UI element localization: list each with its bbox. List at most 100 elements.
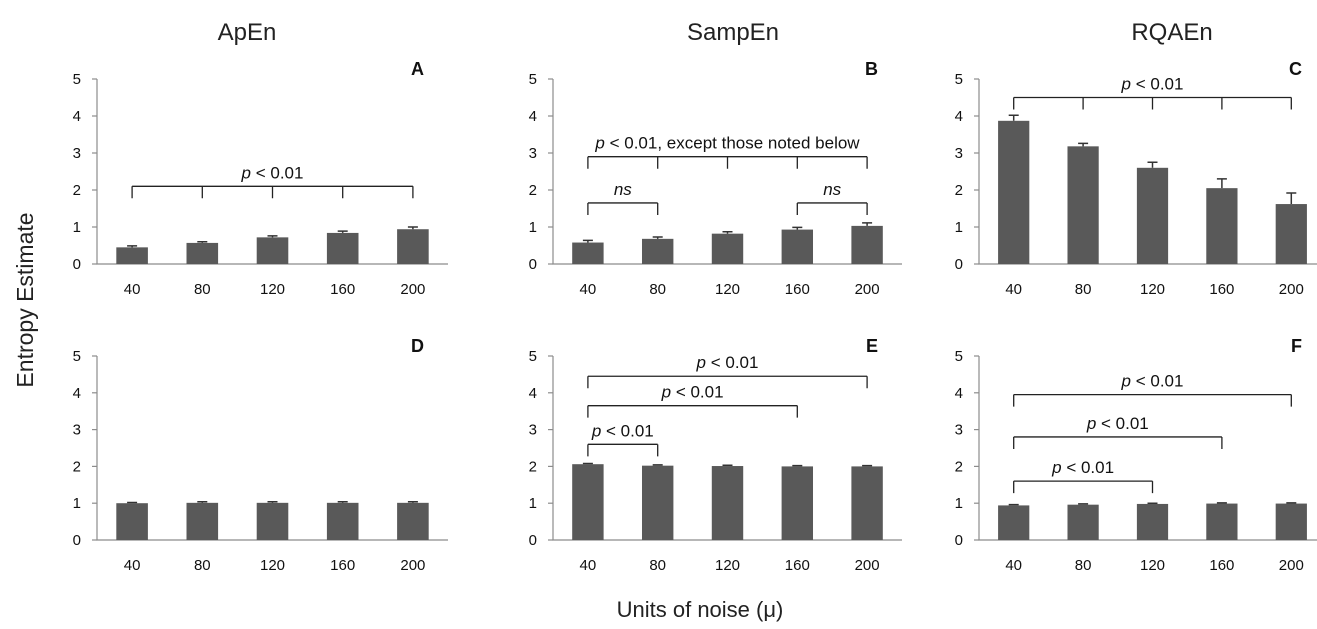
y-tick-label: 3 bbox=[529, 145, 537, 162]
bar bbox=[998, 120, 1030, 264]
significance-label: ns bbox=[614, 180, 632, 199]
x-tick-label: 200 bbox=[400, 557, 425, 574]
x-tick-label: 160 bbox=[1209, 281, 1234, 298]
x-tick-label: 200 bbox=[855, 281, 880, 298]
significance-label: p < 0.01 bbox=[1121, 75, 1184, 94]
panel-e: 0 1 2 3 4 5 40 80 120 160 200 Ep < 0.01 p < 0.01 p < … bbox=[529, 336, 902, 574]
y-tick-label: 5 bbox=[73, 348, 81, 365]
significance-label: p < 0.01 bbox=[1051, 458, 1114, 477]
bar bbox=[1067, 504, 1099, 540]
y-tick-label: 5 bbox=[73, 71, 81, 88]
bar bbox=[851, 225, 883, 264]
error-bar bbox=[337, 230, 348, 233]
x-tick-label: 40 bbox=[124, 557, 141, 574]
bar bbox=[711, 233, 744, 264]
bar bbox=[1206, 503, 1238, 540]
bar bbox=[1275, 503, 1307, 540]
y-tick-label: 0 bbox=[73, 256, 81, 273]
panel-letter: F bbox=[1291, 336, 1302, 356]
y-tick-label: 1 bbox=[955, 219, 963, 236]
significance-label: p < 0.01 bbox=[1086, 414, 1149, 433]
significance-bracket bbox=[1013, 436, 1223, 449]
y-axis-label: Entropy Estimate bbox=[12, 212, 38, 387]
y-tick-label: 2 bbox=[529, 458, 537, 475]
x-tick-label: 200 bbox=[855, 557, 880, 574]
bar bbox=[572, 242, 604, 264]
error-bar bbox=[127, 501, 138, 504]
panel-c: 0 1 2 3 4 5 40 80 120 160 200 Cp < 0.01 bbox=[955, 59, 1317, 298]
bar bbox=[186, 242, 219, 264]
x-tick-label: 200 bbox=[1279, 281, 1304, 298]
error-bar bbox=[1078, 142, 1089, 147]
y-tick-label: 4 bbox=[955, 385, 963, 402]
error-bar bbox=[197, 241, 208, 243]
error-bar bbox=[722, 231, 733, 234]
error-bar bbox=[337, 500, 348, 503]
error-bar bbox=[407, 500, 418, 503]
x-tick-label: 80 bbox=[194, 557, 211, 574]
error-bar bbox=[792, 226, 803, 230]
panel-f: 0 1 2 3 4 5 40 80 120 160 200 Fp < 0.01 p < 0.01 p < … bbox=[955, 336, 1317, 574]
error-bar bbox=[1147, 502, 1158, 504]
x-axis-label: Units of noise (μ) bbox=[617, 597, 784, 622]
bar bbox=[1206, 188, 1238, 264]
bar bbox=[641, 238, 674, 264]
bar bbox=[1275, 204, 1307, 264]
column-title-sampen: SampEn bbox=[687, 19, 779, 46]
x-tick-label: 80 bbox=[649, 281, 666, 298]
y-tick-label: 3 bbox=[73, 145, 81, 162]
error-bar bbox=[582, 462, 593, 465]
panel-letter: E bbox=[866, 336, 878, 356]
significance-bracket bbox=[587, 375, 868, 389]
bar bbox=[256, 237, 289, 264]
y-tick-label: 1 bbox=[529, 219, 537, 236]
error-bar bbox=[267, 235, 278, 238]
x-tick-label: 160 bbox=[1209, 557, 1234, 574]
significance-bracket bbox=[1013, 480, 1154, 494]
error-bar bbox=[1008, 503, 1019, 506]
error-bar bbox=[792, 464, 803, 467]
error-bar bbox=[1078, 503, 1089, 505]
y-tick-label: 4 bbox=[529, 108, 537, 125]
x-tick-label: 120 bbox=[260, 281, 285, 298]
y-tick-label: 3 bbox=[529, 422, 537, 439]
error-bar bbox=[1216, 502, 1227, 504]
bar bbox=[1136, 167, 1169, 264]
y-tick-label: 0 bbox=[955, 256, 963, 273]
y-tick-label: 2 bbox=[73, 458, 81, 475]
significance-label: p < 0.01 bbox=[1121, 372, 1184, 391]
error-bar bbox=[862, 464, 873, 467]
bar bbox=[397, 229, 429, 264]
error-bar bbox=[1286, 502, 1297, 504]
y-tick-label: 1 bbox=[955, 495, 963, 512]
x-tick-label: 80 bbox=[649, 557, 666, 574]
x-tick-label: 120 bbox=[260, 557, 285, 574]
y-tick-label: 0 bbox=[73, 532, 81, 549]
bar bbox=[641, 465, 674, 540]
panel-d: 0 1 2 3 4 5 40 80 120 160 200 D bbox=[73, 336, 448, 574]
panel-letter: C bbox=[1289, 59, 1302, 79]
bar bbox=[998, 505, 1030, 540]
y-tick-label: 0 bbox=[529, 256, 537, 273]
significance-label: p < 0.01 bbox=[591, 421, 654, 440]
y-tick-label: 4 bbox=[529, 385, 537, 402]
panel-b: 0 1 2 3 4 5 40 80 120 160 200 Bp < 0.01, except tho… bbox=[529, 59, 902, 298]
significance-label: p < 0.01 bbox=[696, 353, 759, 372]
x-tick-label: 160 bbox=[785, 281, 810, 298]
x-tick-label: 40 bbox=[1005, 557, 1022, 574]
x-tick-label: 160 bbox=[330, 557, 355, 574]
bar bbox=[1136, 503, 1169, 540]
significance-bracket bbox=[587, 156, 868, 169]
significance-bracket bbox=[587, 443, 659, 457]
significance-bracket bbox=[1013, 393, 1292, 407]
significance-label: p < 0.01 bbox=[661, 383, 724, 402]
significance-bracket bbox=[587, 202, 659, 215]
y-tick-label: 1 bbox=[73, 219, 81, 236]
significance-label: ns bbox=[823, 180, 841, 199]
error-bar bbox=[862, 222, 873, 226]
x-tick-label: 120 bbox=[715, 557, 740, 574]
y-tick-label: 3 bbox=[73, 422, 81, 439]
significance-bracket bbox=[1013, 96, 1292, 110]
x-tick-label: 80 bbox=[194, 281, 211, 298]
